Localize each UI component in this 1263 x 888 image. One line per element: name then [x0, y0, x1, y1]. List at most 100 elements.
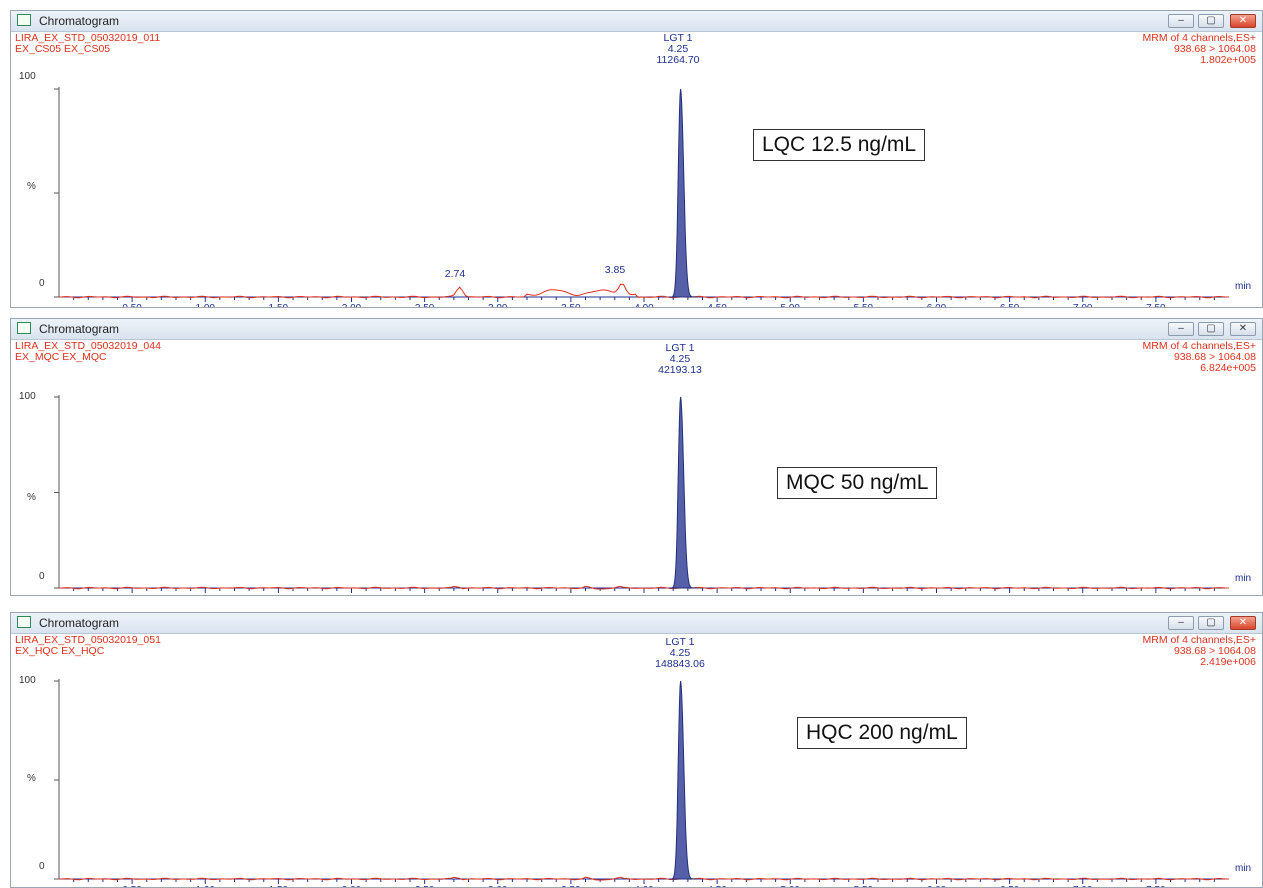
chromatogram-window-lqc: Chromatogram – ▢ ✕ 0.50 1.00 1.50 2.00 2.50 3…	[10, 10, 1263, 308]
peak-name-label: LGT 1	[663, 32, 693, 44]
x-tick-label: 3.50	[561, 885, 581, 887]
peak-name-label: LGT 1	[665, 342, 695, 354]
chromatogram-plot: 0.50 1.00 1.50 2.00 2.50 3.00 3.50 4.00 4.50 5.00…	[54, 679, 1229, 887]
minimize-button[interactable]: –	[1168, 616, 1194, 630]
x-tick-label: 5.50	[854, 303, 874, 307]
y-axis-max-label: 100	[19, 391, 36, 402]
x-tick-label: 2.50	[415, 594, 435, 595]
x-axis-unit-label: min	[1235, 863, 1252, 874]
y-axis-zero-label: 0	[39, 571, 45, 582]
sample-description: EX_CS05 EX_CS05	[15, 43, 111, 55]
sample-description: EX_HQC EX_HQC	[15, 645, 105, 657]
x-tick-label: 0.50	[122, 885, 142, 887]
max-intensity: 2.419e+006	[1200, 656, 1256, 668]
x-tick-label: 5.00	[781, 885, 801, 887]
close-button[interactable]: ✕	[1230, 14, 1256, 28]
x-tick-label: 7.00	[1073, 885, 1093, 887]
x-tick-label: 5.50	[854, 885, 874, 887]
peak-rt-label: 4.25	[667, 43, 689, 55]
plot-area[interactable]: 0.50 1.00 1.50 2.00 2.50 3.00 3.50 4.00 4.50 5.00…	[11, 339, 1262, 596]
x-tick-label: 3.50	[561, 303, 581, 307]
chromatogram-app-icon	[17, 616, 31, 628]
x-tick-label: 4.50	[707, 885, 727, 887]
baseline-trace	[58, 585, 1229, 590]
x-tick-label: 2.00	[342, 594, 362, 595]
window-title: Chromatogram	[39, 14, 120, 28]
peak-rt-label: 4.25	[669, 647, 691, 659]
y-axis-zero-label: 0	[39, 861, 45, 872]
y-axis-percent-label: %	[27, 492, 36, 503]
plot-area[interactable]: 0.50 1.00 1.50 2.00 2.50 3.00 3.50 4.00 4.50 5.00…	[11, 633, 1262, 888]
chromatogram-window-mqc: Chromatogram – ▢ ✕ 0.50 1.00 1.50 2.00 2.50 3…	[10, 318, 1263, 596]
maximize-button[interactable]: ▢	[1198, 14, 1224, 28]
x-tick-label: 1.00	[196, 303, 216, 307]
x-tick-label: 2.00	[342, 303, 362, 307]
peak-name-label: LGT 1	[665, 636, 695, 648]
chromatogram-app-icon	[17, 14, 31, 26]
close-button[interactable]: ✕	[1230, 616, 1256, 630]
x-tick-label: 3.00	[488, 594, 508, 595]
maximize-button[interactable]: ▢	[1198, 616, 1224, 630]
x-tick-label: 4.50	[707, 303, 727, 307]
x-tick-label: 3.00	[488, 303, 508, 307]
x-tick-label: 1.00	[196, 885, 216, 887]
window-titlebar[interactable]: Chromatogram – ▢ ✕	[11, 11, 1262, 32]
chromatogram-app-icon	[17, 322, 31, 334]
max-intensity: 6.824e+005	[1200, 362, 1256, 374]
maximize-button[interactable]: ▢	[1198, 322, 1224, 336]
mrm-channel-info: MRM of 4 channels,ES+	[1142, 634, 1256, 646]
chromatogram-plot: 0.50 1.00 1.50 2.00 2.50 3.00 3.50 4.00 4.50 5.00…	[54, 87, 1229, 307]
x-tick-label: 5.00	[781, 303, 801, 307]
peak-rt-label: 4.25	[669, 353, 691, 365]
x-tick-label: 5.50	[854, 594, 874, 595]
x-tick-label: 7.00	[1073, 303, 1093, 307]
x-tick-label: 4.50	[707, 594, 727, 595]
window-titlebar[interactable]: Chromatogram – ▢ ✕	[11, 319, 1262, 340]
x-tick-label: 0.50	[122, 303, 142, 307]
concentration-label: LQC 12.5 ng/mL	[753, 129, 926, 161]
x-tick-label: 1.50	[269, 303, 289, 307]
x-tick-label: 6.50	[1000, 303, 1020, 307]
x-tick-label: 7.50	[1146, 594, 1166, 595]
window-title: Chromatogram	[39, 322, 120, 336]
sample-description: EX_MQC EX_MQC	[15, 351, 107, 363]
sample-name: LIRA_EX_STD_05032019_051	[15, 634, 161, 646]
x-tick-label: 3.00	[488, 885, 508, 887]
minor-peak-label: 2.74	[444, 268, 466, 280]
x-tick-label: 2.50	[415, 885, 435, 887]
baseline-trace	[58, 283, 1229, 299]
minimize-button[interactable]: –	[1168, 322, 1194, 336]
x-tick-label: 2.00	[342, 885, 362, 887]
x-tick-label: 7.00	[1073, 594, 1093, 595]
y-axis-max-label: 100	[19, 71, 36, 82]
main-peak	[668, 88, 697, 298]
baseline-trace	[58, 876, 1229, 881]
x-tick-label: 7.50	[1146, 303, 1166, 307]
minimize-button[interactable]: –	[1168, 14, 1194, 28]
x-tick-label: 7.50	[1146, 885, 1166, 887]
x-tick-label: 6.00	[927, 885, 947, 887]
x-tick-label: 6.00	[927, 594, 947, 595]
window-titlebar[interactable]: Chromatogram – ▢ ✕	[11, 613, 1262, 634]
x-axis-unit-label: min	[1235, 281, 1252, 292]
mrm-transition: 938.68 > 1064.08	[1173, 645, 1256, 657]
mrm-channel-info: MRM of 4 channels,ES+	[1142, 32, 1256, 44]
concentration-label: HQC 200 ng/mL	[797, 717, 967, 749]
x-tick-label: 3.50	[561, 594, 581, 595]
x-tick-label: 4.00	[634, 885, 654, 887]
x-tick-label: 6.00	[927, 303, 947, 307]
close-button[interactable]: ✕	[1230, 322, 1256, 336]
concentration-label: MQC 50 ng/mL	[777, 467, 938, 499]
x-tick-label: 6.50	[1000, 885, 1020, 887]
plot-area[interactable]: 0.50 1.00 1.50 2.00 2.50 3.00 3.50 4.00 4.50 5.00…	[11, 31, 1262, 308]
x-tick-label: 0.50	[122, 594, 142, 595]
window-title: Chromatogram	[39, 616, 120, 630]
x-tick-label: 5.00	[781, 594, 801, 595]
peak-area-label: 42193.13	[658, 364, 702, 376]
x-tick-label: 1.50	[269, 594, 289, 595]
y-axis-percent-label: %	[27, 773, 36, 784]
x-tick-label: 4.00	[634, 594, 654, 595]
chromatogram-plot: 0.50 1.00 1.50 2.00 2.50 3.00 3.50 4.00 4.50 5.00…	[54, 395, 1229, 595]
x-tick-label: 1.50	[269, 885, 289, 887]
x-tick-label: 2.50	[415, 303, 435, 307]
